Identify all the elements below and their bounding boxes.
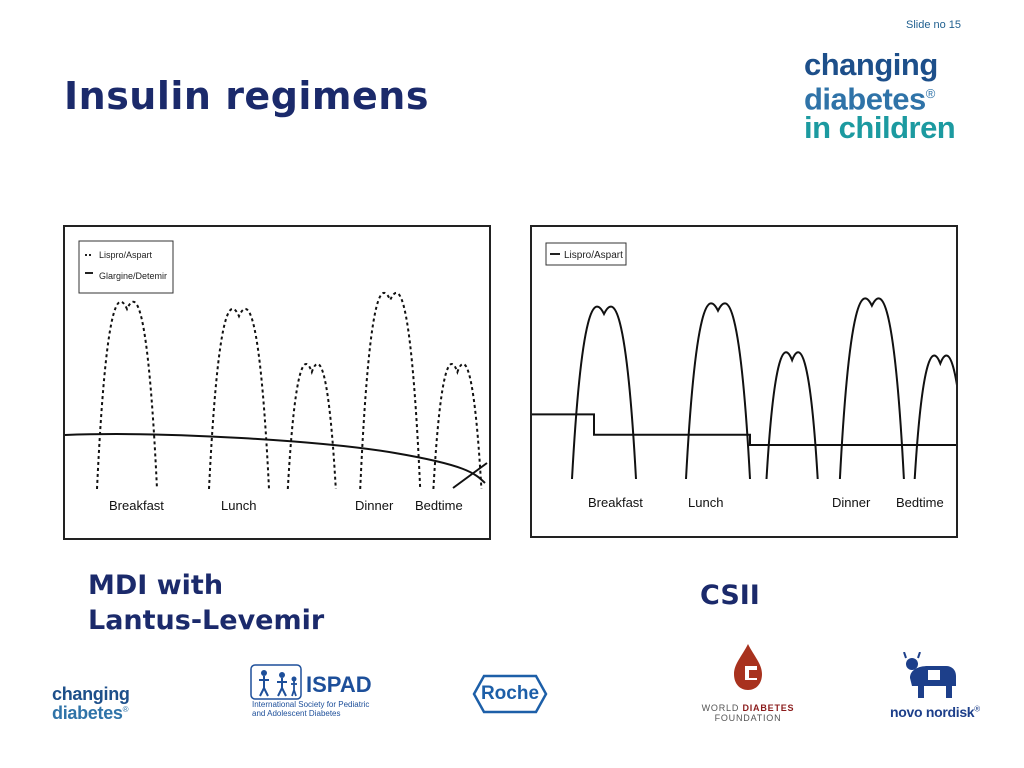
csii-chart: Lispro/Aspart Breakfast Lunch Dinner Bed… bbox=[532, 242, 956, 510]
csii-caption: CSII bbox=[700, 580, 760, 611]
csii-legend-box bbox=[545, 242, 627, 266]
csii-legend-label: Lispro/Aspart bbox=[564, 250, 623, 261]
wdf-name: WORLD DIABETES FOUNDATION bbox=[668, 703, 828, 723]
wdf-bold: DIABETES bbox=[742, 703, 795, 713]
cd-line2: diabetes bbox=[52, 703, 123, 723]
mdi-tick-breakfast: Breakfast bbox=[109, 498, 164, 513]
mdi-caption: MDI with Lantus-Levemir bbox=[88, 568, 324, 638]
brand-line2-wrap: diabetes® bbox=[804, 79, 955, 117]
mdi-peaks-peak-3 bbox=[286, 363, 337, 490]
cd-mark: ® bbox=[122, 705, 129, 714]
novo-nordisk-name: novo nordisk® bbox=[890, 704, 980, 720]
novo-mark: ® bbox=[974, 704, 980, 714]
ispad-sub-line2: and Adolescent Diabetes bbox=[252, 709, 341, 718]
mdi-peaks-peak-5 bbox=[432, 363, 483, 490]
mdi-basal-series bbox=[65, 433, 488, 489]
mdi-peaks-peak-2 bbox=[208, 307, 270, 490]
mdi-caption-line2: Lantus-Levemir bbox=[88, 605, 325, 636]
ispad-subtitle: International Society for Pediatric and … bbox=[252, 700, 402, 718]
csii-tick-lunch: Lunch bbox=[688, 495, 723, 510]
slide-number: Slide no 15 bbox=[906, 19, 962, 31]
mdi-bolus-series bbox=[96, 291, 483, 490]
brand-line1: changing bbox=[804, 47, 938, 82]
brand-mark: ® bbox=[925, 86, 936, 101]
csii-tick-bedtime: Bedtime bbox=[896, 495, 944, 510]
wdf-pre: WORLD bbox=[701, 703, 743, 713]
roche-name: Roche bbox=[480, 683, 540, 704]
mdi-peaks-peak-1 bbox=[96, 300, 158, 490]
roche-hexagon-icon bbox=[472, 674, 548, 714]
changing-diabetes-logo: changing diabetes® in children bbox=[804, 47, 956, 146]
csii-legend: Lispro/Aspart bbox=[545, 242, 627, 266]
mdi-chart-panel: Lispro/Aspart Glargine/Detemir Breakfast… bbox=[63, 225, 491, 540]
csii-peaks-peak-5 bbox=[913, 354, 956, 480]
wdf-drop-icon bbox=[734, 644, 762, 690]
mdi-tick-dinner: Dinner bbox=[355, 498, 394, 513]
world-diabetes-foundation-logo: WORLD DIABETES FOUNDATION bbox=[668, 640, 828, 723]
cd-line2-wrap: diabetes® bbox=[52, 702, 130, 723]
mdi-x-ticks: Breakfast Lunch Dinner Bedtime bbox=[109, 498, 463, 513]
mdi-legend-label-1: Lispro/Aspart bbox=[99, 250, 153, 260]
csii-x-ticks: Breakfast Lunch Dinner Bedtime bbox=[588, 495, 944, 510]
csii-peaks-peak-4 bbox=[838, 297, 905, 480]
ispad-figures-icon bbox=[250, 664, 302, 700]
csii-tick-breakfast: Breakfast bbox=[588, 495, 643, 510]
brand-line2: diabetes bbox=[804, 81, 926, 117]
mdi-chart: Lispro/Aspart Glargine/Detemir Breakfast… bbox=[65, 240, 488, 513]
novo-nordisk-logo: novo nordisk® bbox=[890, 652, 980, 722]
wdf-post: FOUNDATION bbox=[714, 713, 782, 723]
page-title: Insulin regimens bbox=[64, 74, 429, 118]
csii-peaks-peak-1 bbox=[571, 305, 637, 480]
mdi-tick-bedtime: Bedtime bbox=[415, 498, 463, 513]
mdi-tick-lunch: Lunch bbox=[221, 498, 256, 513]
csii-basal-series bbox=[532, 413, 956, 446]
novo-name: novo nordisk bbox=[890, 704, 975, 720]
roche-logo: Roche bbox=[472, 674, 548, 714]
csii-peaks-peak-2 bbox=[685, 302, 751, 480]
changing-diabetes-small-logo: changing diabetes® bbox=[52, 684, 130, 723]
footer-logos: changing diabetes® ISPAD International S… bbox=[0, 640, 1024, 768]
mdi-peaks-peak-4 bbox=[359, 291, 422, 490]
cd-line1: changing bbox=[52, 684, 130, 704]
novo-bull-icon bbox=[903, 652, 956, 698]
ispad-name: ISPAD bbox=[306, 672, 372, 697]
mdi-legend-label-2: Glargine/Detemir bbox=[99, 271, 167, 281]
csii-chart-panel: Lispro/Aspart Breakfast Lunch Dinner Bed… bbox=[530, 225, 958, 538]
mdi-caption-line1: MDI with bbox=[88, 570, 224, 601]
csii-bolus-series bbox=[571, 297, 956, 480]
csii-peaks-peak-3 bbox=[765, 351, 819, 480]
ispad-sub-line1: International Society for Pediatric bbox=[252, 700, 370, 709]
mdi-legend: Lispro/Aspart Glargine/Detemir bbox=[78, 240, 174, 294]
csii-tick-dinner: Dinner bbox=[832, 495, 871, 510]
mdi-legend-box bbox=[78, 240, 174, 294]
brand-line3: in children bbox=[804, 110, 956, 146]
